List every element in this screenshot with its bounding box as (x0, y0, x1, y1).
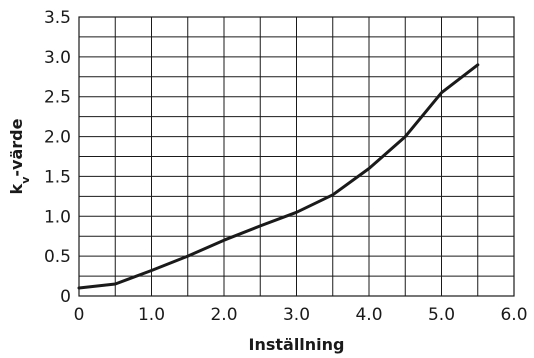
y-tick-label: 2.0 (44, 128, 71, 148)
y-tick-label: 3.0 (44, 48, 71, 68)
y-tick-label: 0.5 (44, 247, 71, 267)
x-axis-title: Inställning (249, 335, 345, 354)
series-line (77, 63, 480, 290)
y-tick-label: 0 (60, 287, 71, 307)
y-tick-label: 2.5 (44, 88, 71, 108)
x-tick-label: 1.0 (138, 305, 165, 325)
series-layer (77, 63, 480, 290)
y-axis-title-main: k (7, 183, 26, 194)
x-tick-label: 5.0 (428, 305, 455, 325)
grid (79, 17, 514, 296)
y-axis-title-subscript: v (19, 176, 32, 184)
y-tick-label: 1.5 (44, 167, 71, 187)
x-tick-label: 4.0 (355, 305, 382, 325)
x-tick-label: 3.0 (283, 305, 310, 325)
y-tick-label: 1.0 (44, 207, 71, 227)
y-axis-title: kv-värde (7, 118, 32, 194)
x-tick-label: 6.0 (500, 305, 527, 325)
y-tick-labels: 0 0.5 1.0 1.5 2.0 2.5 3.0 3.5 (44, 8, 71, 307)
x-tick-label: 0 (74, 305, 85, 325)
y-tick-label: 3.5 (44, 8, 71, 28)
plot-frame (78, 16, 515, 297)
y-axis-title-rest: -värde (7, 118, 26, 176)
x-tick-label: 2.0 (210, 305, 237, 325)
x-tick-labels: 0 1.0 2.0 3.0 4.0 5.0 6.0 (74, 305, 528, 325)
